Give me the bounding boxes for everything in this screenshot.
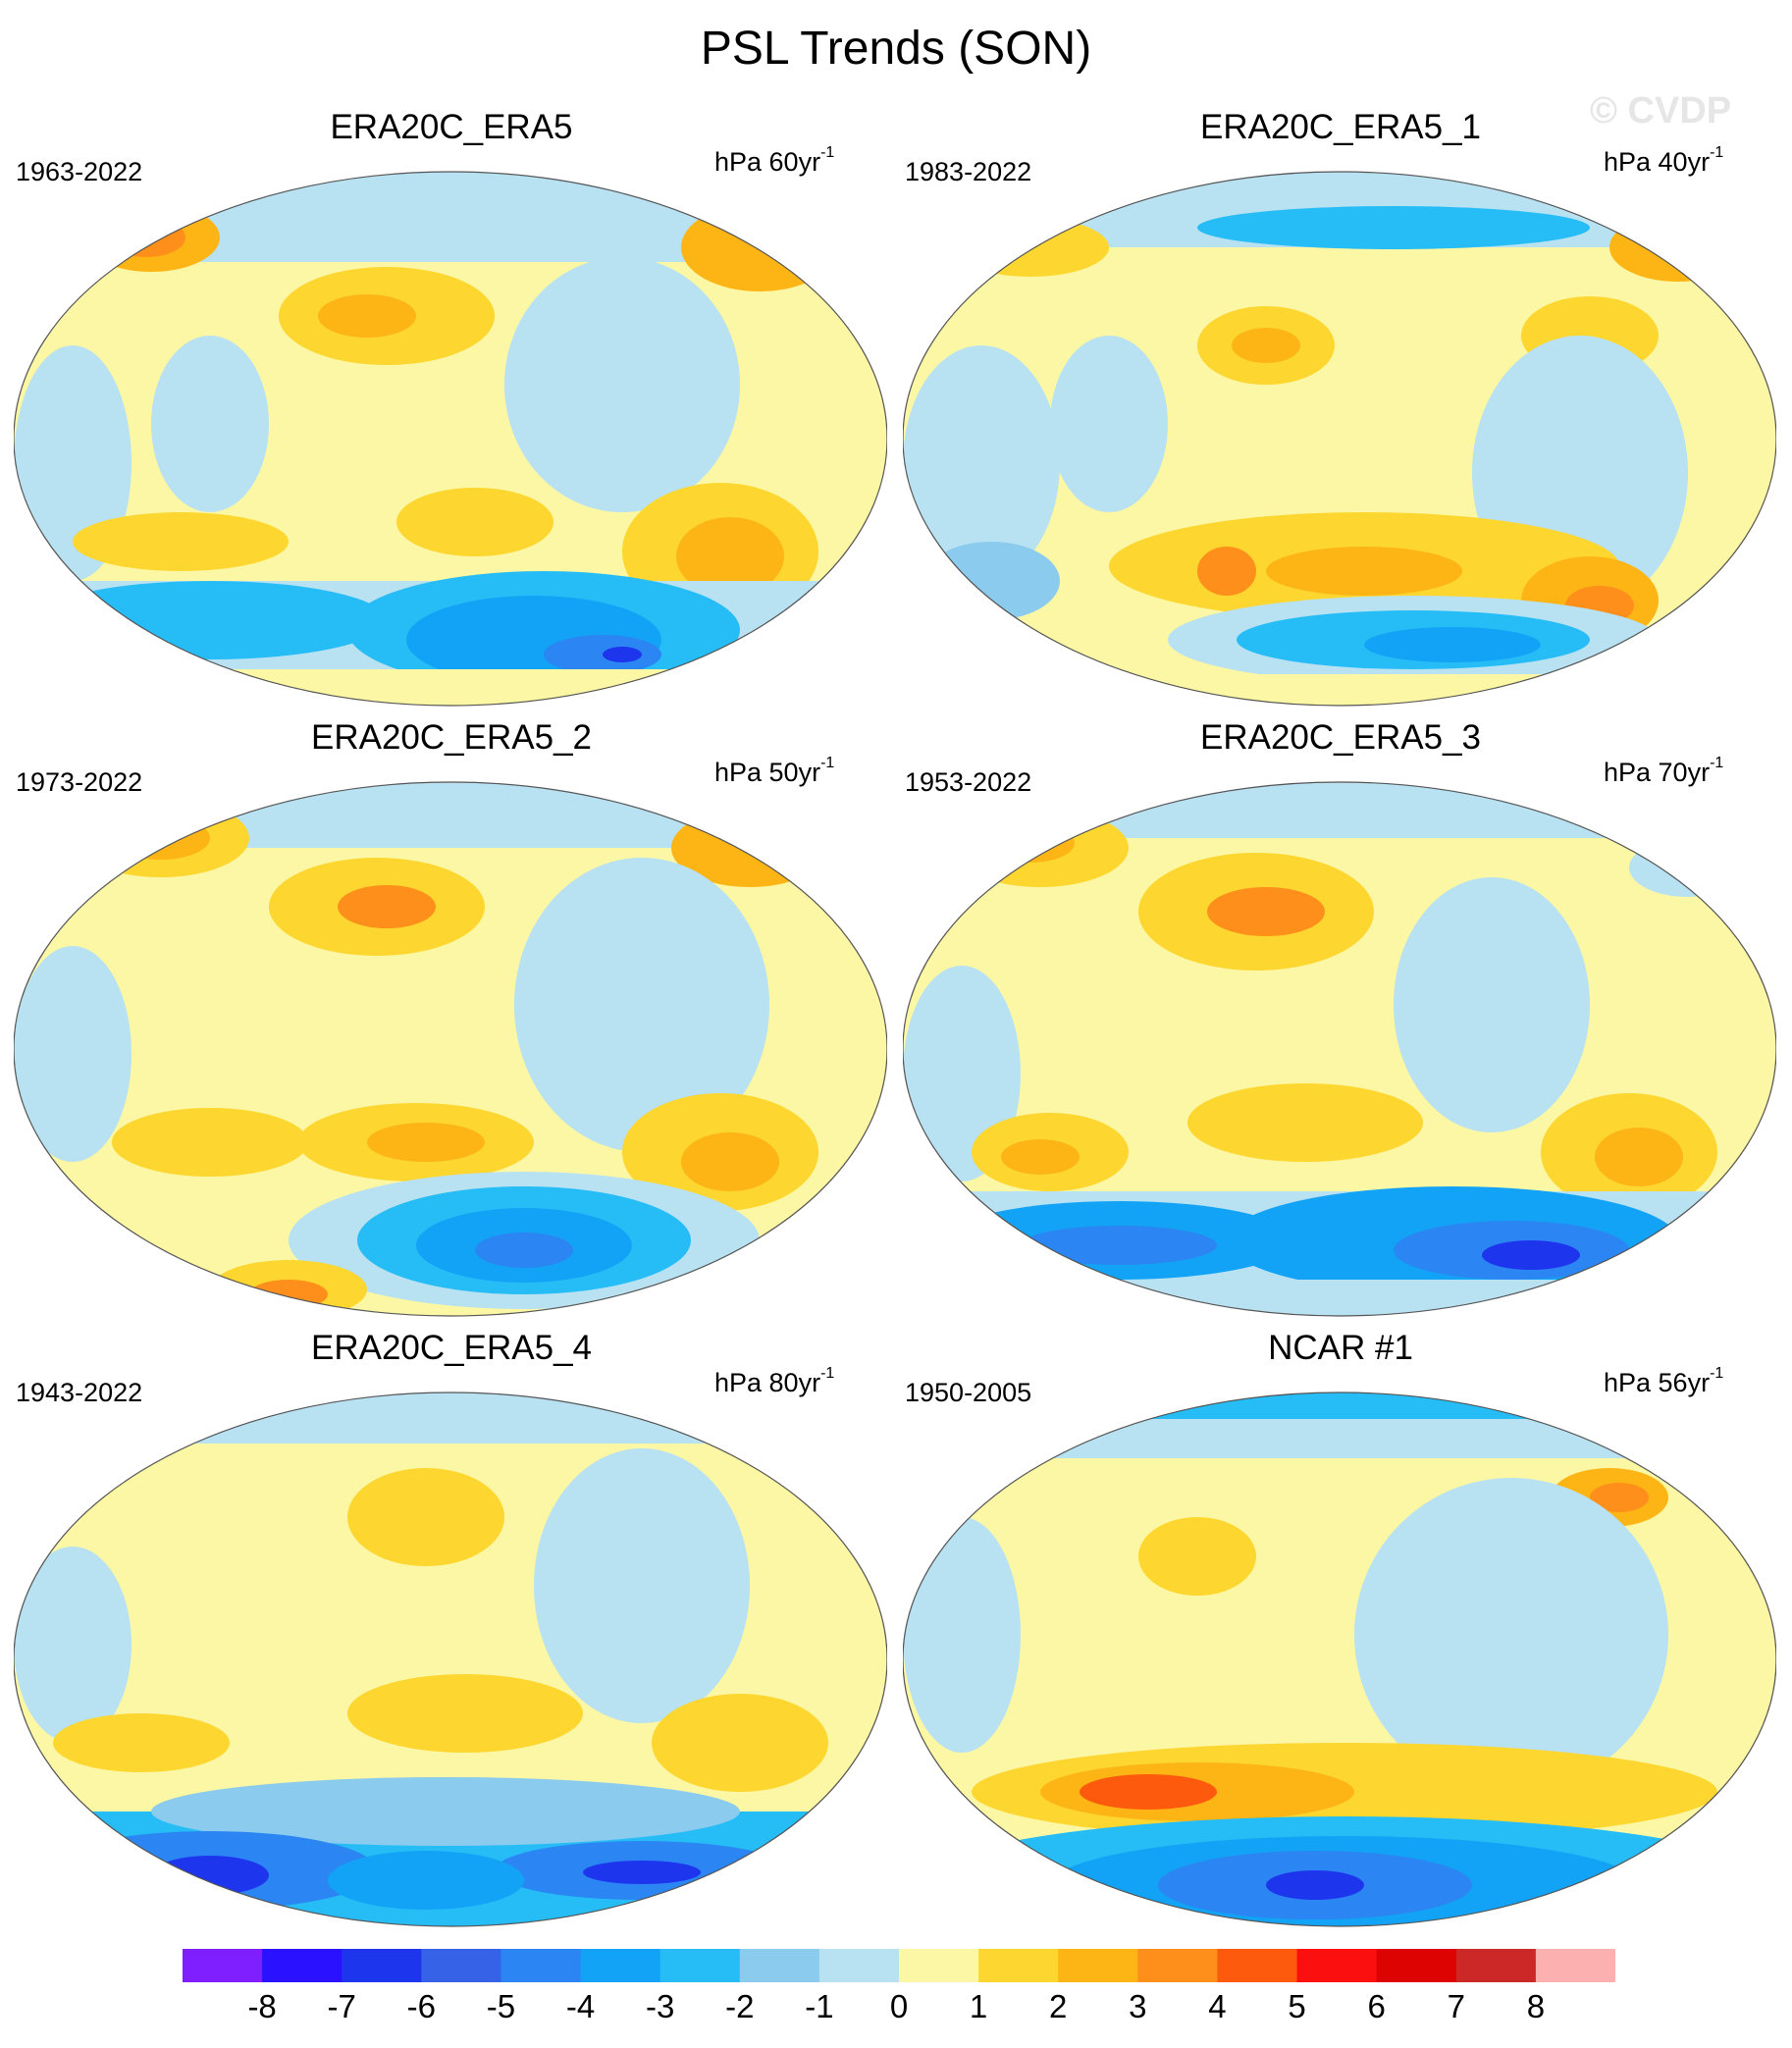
panel-units: hPa 70yr-1 [1604,755,1724,787]
panel-title: ERA20C_ERA5_4 [311,1329,592,1367]
panel-title: ERA20C_ERA5 [330,108,573,146]
colorbar-swatch [1217,1949,1298,1982]
figure-title: PSL Trends (SON) [700,23,1092,75]
panel-title: ERA20C_ERA5_2 [311,718,592,757]
panel-years: 1963-2022 [16,157,143,186]
colorbar-swatch [1376,1949,1457,1982]
colorbar-swatch [1535,1949,1615,1982]
panel-era20c-era5-4: ERA20C_ERA5_4 1943-2022 hPa 80yr-1 [0,1329,887,1937]
colorbar-swatch [818,1949,900,1982]
colorbar-tick-label: 5 [1288,1988,1306,2024]
panel-years: 1973-2022 [16,767,143,797]
colorbar-tick-label: 4 [1208,1988,1227,2024]
panel-title: ERA20C_ERA5_3 [1200,718,1481,757]
panel-years: 1943-2022 [16,1378,143,1407]
colorbar-swatch [421,1949,501,1982]
cvdp-watermark: © CVDP [1590,90,1732,131]
panel-era20c-era5-2: ERA20C_ERA5_2 1973-2022 hPa 50yr-1 [0,718,887,1327]
trend-map [903,1392,1776,1927]
colorbar [183,1949,1615,1982]
colorbar-swatch [580,1949,661,1982]
colorbar-swatch [1058,1949,1138,1982]
colorbar-swatch [659,1949,741,1982]
colorbar-tick-label: 2 [1049,1988,1068,2024]
panel-years: 1983-2022 [905,157,1032,186]
colorbar-tick-label: -1 [805,1988,834,2024]
panel-years: 1950-2005 [905,1378,1032,1407]
colorbar-tick-label: -6 [406,1988,436,2024]
panel-units: hPa 56yr-1 [1604,1365,1724,1397]
trend-map [14,781,887,1317]
colorbar-swatch [262,1949,343,1982]
colorbar-swatch [1455,1949,1537,1982]
colorbar-tick-label: 7 [1447,1988,1465,2024]
colorbar-swatch [342,1949,422,1982]
trend-map [14,171,887,707]
panel-units: hPa 40yr-1 [1604,144,1724,177]
colorbar-swatch [978,1949,1059,1982]
colorbar-tick-label: -7 [327,1988,356,2024]
panel-units: hPa 50yr-1 [714,755,835,787]
panel-ncar-1: NCAR #1 1950-2005 hPa 56yr-1 [889,1329,1776,1937]
trend-map [903,781,1776,1317]
panel-years: 1953-2022 [905,767,1032,797]
trend-map [14,1392,887,1927]
panel-era20c-era5: ERA20C_ERA5 1963-2022 hPa 60yr-1 [0,108,887,716]
trend-map [903,171,1776,707]
colorbar-tick-label: -2 [725,1988,755,2024]
panel-title: ERA20C_ERA5_1 [1200,108,1481,146]
colorbar-swatch [501,1949,582,1982]
colorbar-tick-label: -5 [486,1988,516,2024]
colorbar-tick-label: 3 [1129,1988,1147,2024]
panel-units: hPa 80yr-1 [714,1365,835,1397]
colorbar-tick-label: 6 [1367,1988,1386,2024]
panel-era20c-era5-3: ERA20C_ERA5_3 1953-2022 hPa 70yr-1 [889,718,1776,1327]
colorbar-tick-label: 1 [969,1988,988,2024]
panel-title: NCAR #1 [1268,1329,1413,1367]
colorbar-tick-label: 8 [1526,1988,1546,2024]
colorbar-tick-label: -8 [247,1988,277,2024]
colorbar-tick-label: 0 [889,1988,909,2024]
colorbar-swatch [739,1949,820,1982]
colorbar-swatch [183,1949,263,1982]
colorbar-swatch [1296,1949,1378,1982]
colorbar-swatch [899,1949,979,1982]
colorbar-tick-label: -4 [565,1988,596,2024]
colorbar-tick-label: -3 [645,1988,675,2024]
colorbar-swatch [1137,1949,1218,1982]
panel-era20c-era5-1: ERA20C_ERA5_1 1983-2022 hPa 40yr-1 [889,108,1776,716]
panel-units: hPa 60yr-1 [714,144,835,177]
